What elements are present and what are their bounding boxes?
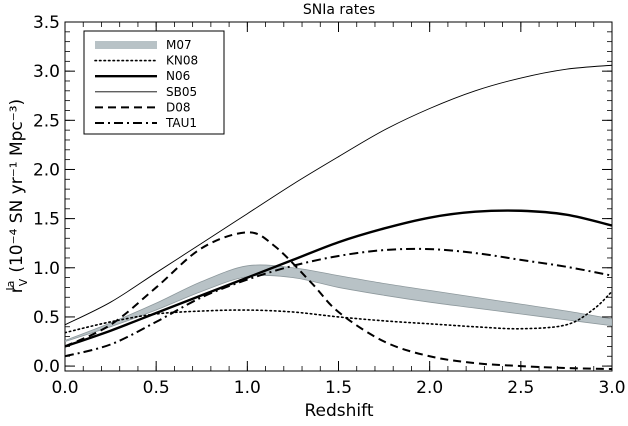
series-line-kn08 (65, 290, 612, 334)
y-axis-label-main: r (7, 286, 27, 293)
legend-swatch-m07 (95, 41, 157, 49)
y-tick-label: 1.0 (33, 259, 60, 279)
series-line-n06 (65, 209, 612, 348)
y-tick-label: 1.5 (33, 210, 60, 230)
y-axis-label: rVIa (10⁻⁴ SN yr⁻¹ Mpc⁻³) (4, 99, 30, 293)
legend-label-sb05: SB05 (166, 85, 197, 99)
x-tick-label: 2.0 (416, 378, 443, 398)
y-axis-label-sup: Ia (4, 281, 17, 291)
series-line-sb05 (65, 64, 612, 326)
y-tick-label: 0.5 (33, 308, 60, 328)
series-band-m07 (65, 264, 612, 342)
legend-label-kn08: KN08 (166, 54, 198, 68)
y-axis-label-sub: V (17, 278, 30, 286)
y-tick-label: 2.5 (33, 111, 60, 131)
x-tick-label: 1.0 (234, 378, 261, 398)
y-axis-label-units: (10⁻⁴ SN yr⁻¹ Mpc⁻³) (7, 99, 27, 273)
x-axis-label: Redshift (304, 401, 373, 421)
y-tick-label: 3.0 (33, 62, 60, 82)
series-line-tau1 (65, 247, 612, 358)
legend-label-m07: M07 (166, 38, 192, 52)
x-tick-label: 1.5 (325, 378, 352, 398)
y-tick-label: 0.0 (33, 357, 60, 377)
legend-label-n06: N06 (166, 69, 190, 83)
x-tick-label: 0.0 (51, 378, 78, 398)
chart-title: SNIa rates (303, 2, 375, 18)
legend-label-tau1: TAU1 (165, 116, 197, 130)
svg-text:rVIa(10⁻⁴ SN yr⁻¹ Mpc⁻³): rVIa (10⁻⁴ SN yr⁻¹ Mpc⁻³) (4, 99, 30, 293)
x-tick-label: 0.5 (143, 378, 170, 398)
x-tick-label: 2.5 (507, 378, 534, 398)
y-tick-label: 2.0 (33, 160, 60, 180)
legend-label-d08: D08 (166, 100, 191, 114)
series-line-d08 (65, 231, 612, 371)
x-tick-label: 3.0 (598, 378, 625, 398)
y-tick-label: 3.5 (33, 13, 60, 33)
